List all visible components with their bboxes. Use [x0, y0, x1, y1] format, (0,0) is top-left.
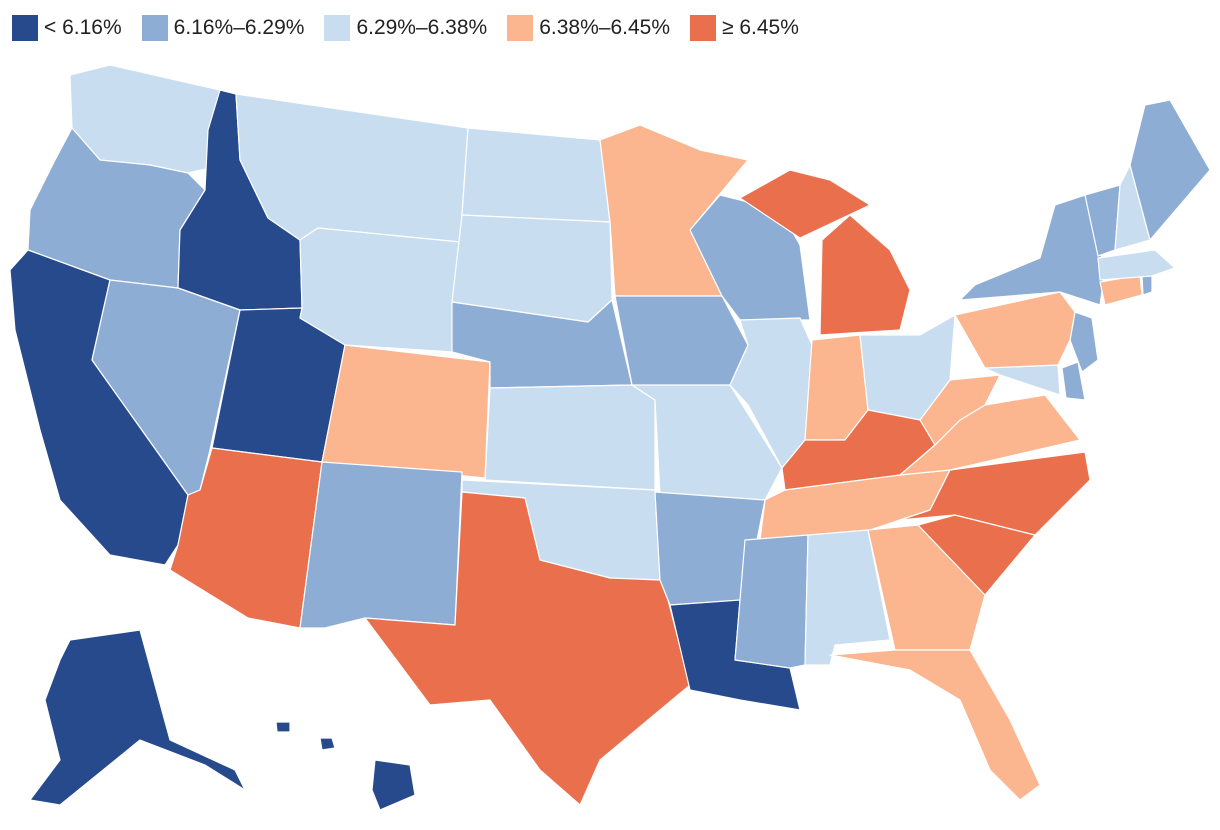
legend-item: ≥ 6.45%: [690, 15, 799, 41]
legend-swatch: [141, 15, 168, 41]
legend-item: 6.16%–6.29%: [141, 15, 305, 41]
state-ks[interactable]: [484, 384, 656, 491]
state-nv[interactable]: [91, 279, 241, 496]
state-nc[interactable]: [899, 451, 1091, 536]
legend-item: < 6.16%: [12, 15, 122, 41]
state-ga[interactable]: [867, 524, 986, 651]
state-pa[interactable]: [954, 291, 1076, 369]
state-me[interactable]: [1129, 99, 1211, 241]
state-ny[interactable]: [959, 194, 1106, 306]
state-de[interactable]: [1061, 361, 1086, 401]
legend-swatch: [507, 15, 534, 41]
legend-swatch: [324, 15, 351, 41]
state-co[interactable]: [321, 344, 491, 479]
legend-label: 6.29%–6.38%: [356, 16, 488, 39]
state-mt[interactable]: [235, 93, 469, 243]
legend-label: 6.16%–6.29%: [173, 16, 305, 39]
state-wi[interactable]: [689, 194, 811, 321]
state-nd[interactable]: [461, 127, 611, 223]
state-mi[interactable]: [739, 169, 911, 336]
state-nm[interactable]: [299, 461, 463, 629]
state-ma[interactable]: [1097, 249, 1176, 281]
state-ak[interactable]: [29, 629, 246, 806]
legend-swatch: [12, 15, 38, 41]
legend-label: < 6.16%: [44, 16, 122, 39]
legend-label: 6.38%–6.45%: [539, 16, 670, 39]
legend-label: ≥ 6.45%: [722, 16, 799, 39]
map-legend: < 6.16% 6.16%–6.29% 6.29%–6.38% 6.38%–6.…: [12, 12, 819, 44]
legend-item: 6.29%–6.38%: [324, 15, 487, 41]
legend-item: 6.38%–6.45%: [507, 15, 670, 41]
state-hi[interactable]: [275, 721, 416, 811]
legend-swatch: [690, 15, 716, 41]
state-ri[interactable]: [1141, 275, 1153, 296]
state-ms[interactable]: [734, 534, 809, 669]
state-fl[interactable]: [829, 649, 1041, 801]
state-tx[interactable]: [364, 491, 691, 806]
state-wv[interactable]: [919, 374, 1001, 446]
